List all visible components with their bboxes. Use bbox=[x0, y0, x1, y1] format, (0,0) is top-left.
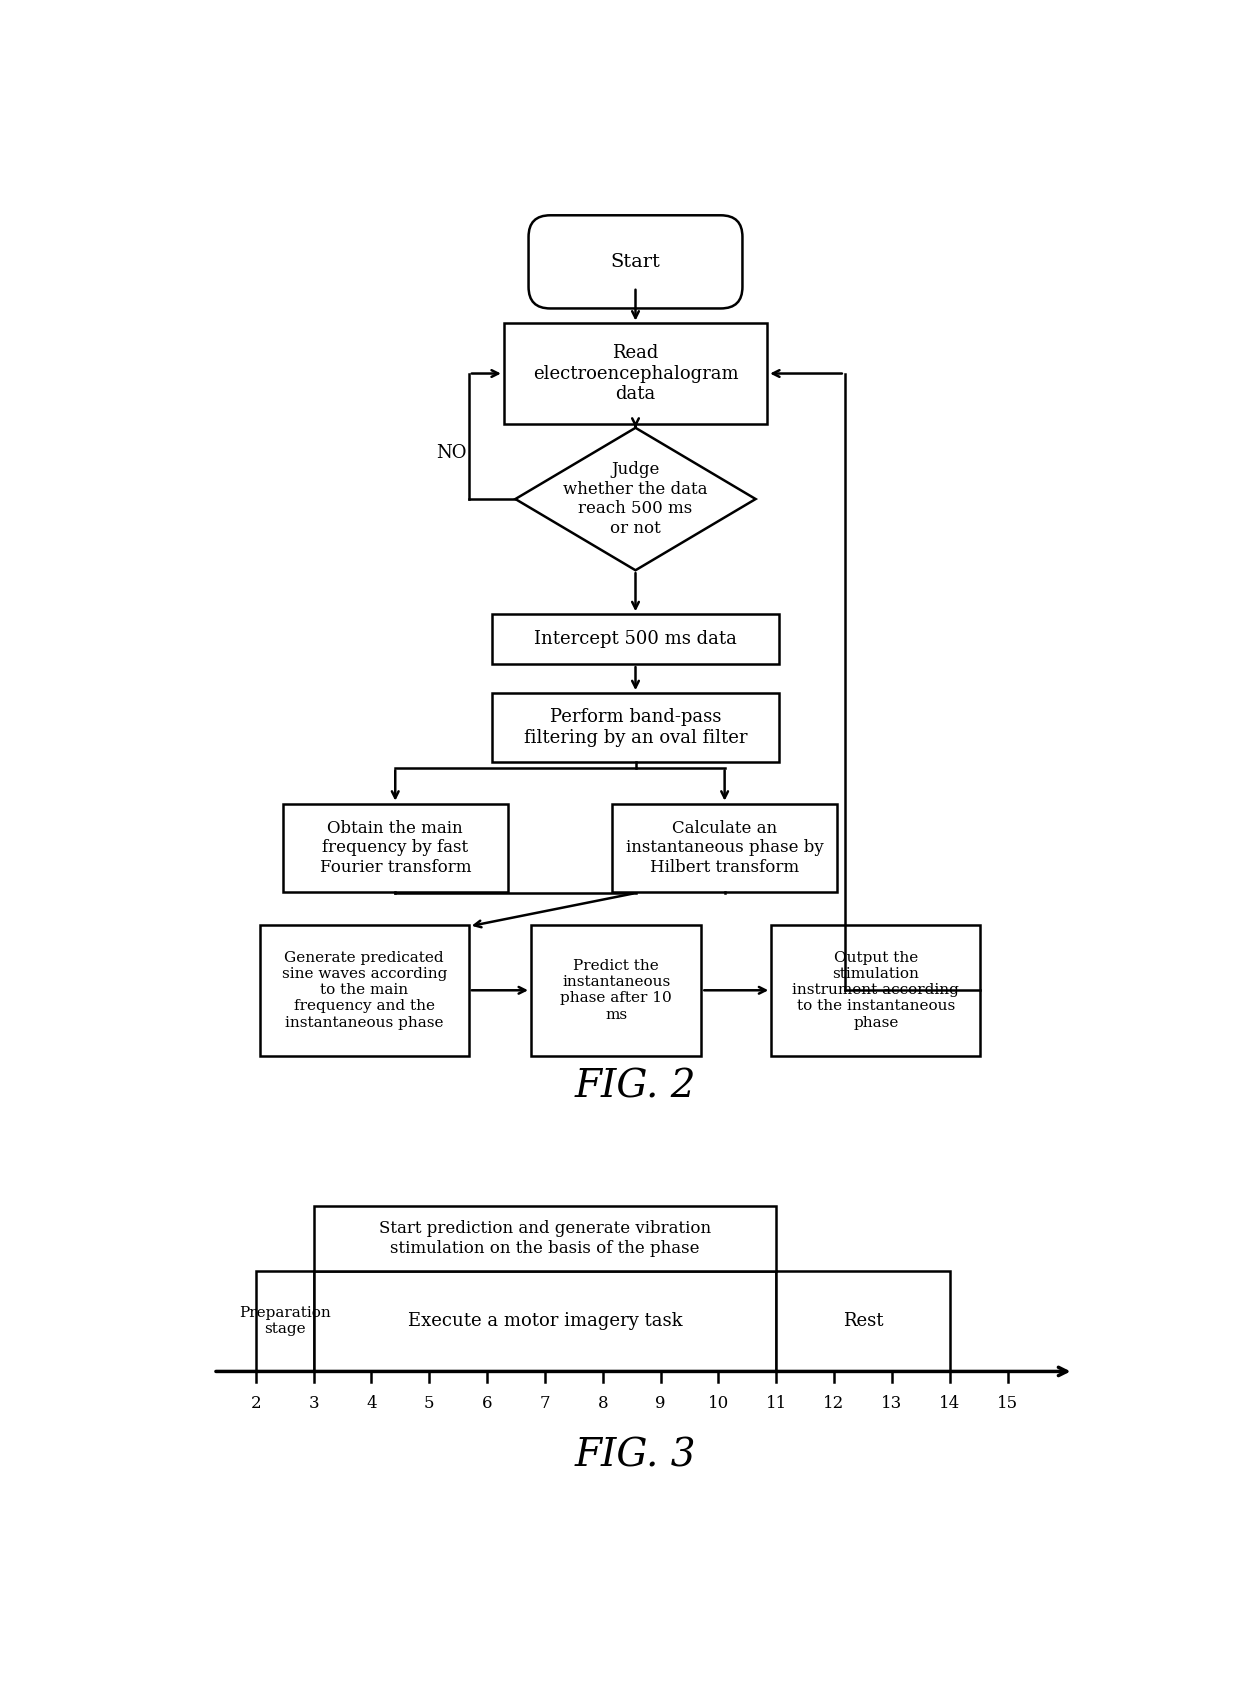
Text: 12: 12 bbox=[823, 1395, 844, 1412]
Text: 11: 11 bbox=[765, 1395, 787, 1412]
Bar bbox=[492, 692, 779, 762]
Text: Calculate an
instantaneous phase by
Hilbert transform: Calculate an instantaneous phase by Hilb… bbox=[626, 820, 823, 876]
Bar bbox=[314, 1271, 776, 1371]
Polygon shape bbox=[516, 429, 755, 570]
Bar bbox=[492, 614, 779, 663]
Text: Execute a motor imagery task: Execute a motor imagery task bbox=[408, 1313, 682, 1330]
FancyBboxPatch shape bbox=[528, 216, 743, 308]
Text: Generate predicated
sine waves according
to the main
frequency and the
instantan: Generate predicated sine waves according… bbox=[281, 951, 446, 1029]
Text: 2: 2 bbox=[250, 1395, 262, 1412]
Bar bbox=[531, 925, 702, 1056]
Text: 15: 15 bbox=[997, 1395, 1018, 1412]
Text: Read
electroencephalogram
data: Read electroencephalogram data bbox=[533, 344, 738, 403]
Text: 6: 6 bbox=[482, 1395, 492, 1412]
Bar bbox=[314, 1206, 776, 1271]
Text: NO: NO bbox=[436, 444, 467, 463]
Text: 14: 14 bbox=[939, 1395, 960, 1412]
Text: Intercept 500 ms data: Intercept 500 ms data bbox=[534, 629, 737, 648]
Text: 13: 13 bbox=[882, 1395, 903, 1412]
Text: Start: Start bbox=[610, 253, 661, 270]
Text: 7: 7 bbox=[539, 1395, 551, 1412]
Text: 3: 3 bbox=[309, 1395, 319, 1412]
Bar bbox=[771, 925, 981, 1056]
Text: Preparation
stage: Preparation stage bbox=[239, 1306, 331, 1337]
Bar bbox=[503, 323, 768, 424]
Text: 9: 9 bbox=[655, 1395, 666, 1412]
Text: Predict the
instantaneous
phase after 10
ms: Predict the instantaneous phase after 10… bbox=[560, 959, 672, 1022]
Bar bbox=[776, 1271, 950, 1371]
Text: Start prediction and generate vibration
stimulation on the basis of the phase: Start prediction and generate vibration … bbox=[379, 1220, 711, 1257]
Bar bbox=[255, 1271, 314, 1371]
Text: 8: 8 bbox=[598, 1395, 608, 1412]
Bar bbox=[259, 925, 469, 1056]
Text: 4: 4 bbox=[366, 1395, 377, 1412]
Text: 5: 5 bbox=[424, 1395, 434, 1412]
Text: Judge
whether the data
reach 500 ms
or not: Judge whether the data reach 500 ms or n… bbox=[563, 461, 708, 538]
Text: Obtain the main
frequency by fast
Fourier transform: Obtain the main frequency by fast Fourie… bbox=[320, 820, 471, 876]
Text: FIG. 3: FIG. 3 bbox=[575, 1437, 696, 1475]
Text: 10: 10 bbox=[708, 1395, 729, 1412]
Text: Perform band-pass
filtering by an oval filter: Perform band-pass filtering by an oval f… bbox=[523, 708, 748, 747]
Text: FIG. 2: FIG. 2 bbox=[575, 1068, 696, 1106]
Bar bbox=[613, 803, 837, 891]
Text: Output the
stimulation
instrument according
to the instantaneous
phase: Output the stimulation instrument accord… bbox=[792, 951, 960, 1029]
Bar bbox=[283, 803, 507, 891]
Text: Rest: Rest bbox=[843, 1313, 883, 1330]
